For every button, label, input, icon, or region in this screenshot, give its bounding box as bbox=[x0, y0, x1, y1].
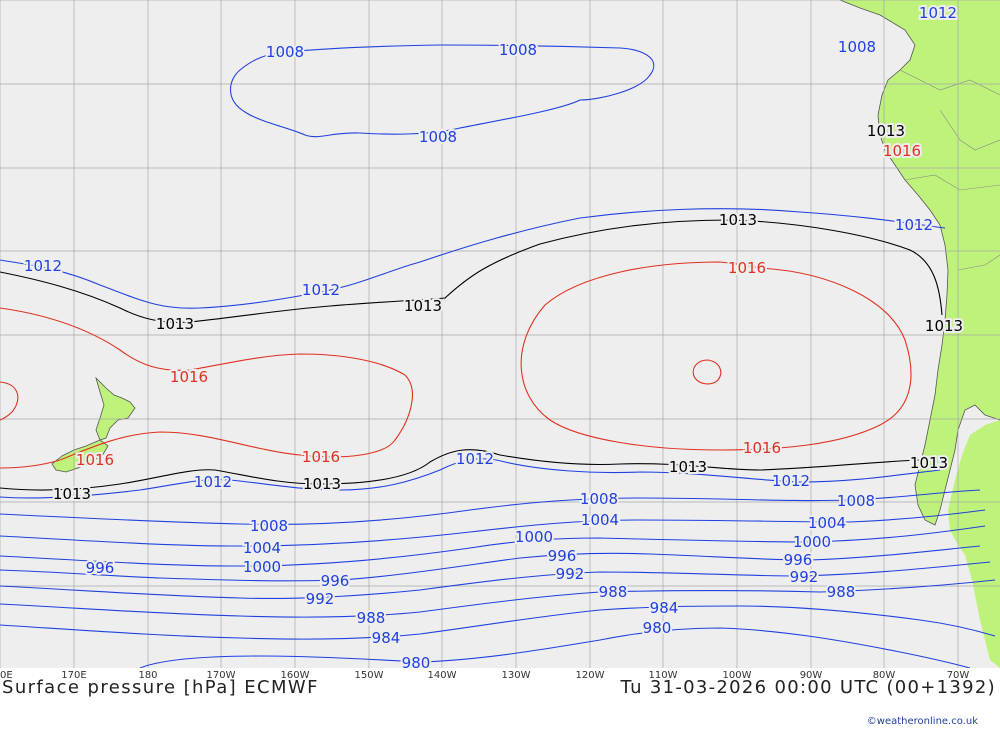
isobar-label-1013: 1013 bbox=[156, 315, 194, 333]
isobar-996 bbox=[0, 545, 981, 582]
longitude-label: 70W bbox=[946, 670, 970, 681]
isobar-label-1013: 1013 bbox=[910, 454, 948, 472]
isobar-label-984: 984 bbox=[650, 599, 679, 617]
map-title: Surface pressure [hPa] ECMWF bbox=[2, 677, 319, 698]
longitude-label: 160W bbox=[280, 670, 310, 681]
isobar-label-1016: 1016 bbox=[743, 439, 781, 457]
coastlines bbox=[51, 0, 1000, 526]
isobar-label-1008: 1008 bbox=[580, 490, 618, 508]
isobar-1013-north bbox=[0, 219, 943, 323]
isobar-1012-north bbox=[0, 208, 946, 309]
isobar-1008-closed bbox=[229, 44, 655, 138]
isobar-label-988: 988 bbox=[599, 583, 628, 601]
isobar-980 bbox=[139, 627, 971, 668]
isobar-label-988: 988 bbox=[827, 583, 856, 601]
land-new-zealand-south bbox=[52, 440, 108, 472]
isobar-1016-edge bbox=[0, 381, 19, 421]
isobar-label-1013: 1013 bbox=[867, 122, 905, 140]
country-border-3 bbox=[957, 254, 1000, 271]
longitude-label: 90W bbox=[799, 670, 823, 681]
coast-new-zealand-south bbox=[51, 439, 109, 473]
country-border-4 bbox=[939, 109, 1000, 151]
isobar-label-1012: 1012 bbox=[302, 281, 340, 299]
isobar-1016-core bbox=[692, 359, 722, 385]
isobar-label-992: 992 bbox=[306, 590, 335, 608]
isobar-1013-south bbox=[0, 449, 921, 491]
pressure-map: 1008 1008 1008 1008 1012 1012 1012 1013 1013 1013… bbox=[0, 0, 1000, 668]
isobar-label-1008: 1008 bbox=[266, 43, 304, 61]
isobar-label-996: 996 bbox=[86, 559, 115, 577]
isobar-label-1016: 1016 bbox=[728, 259, 766, 277]
isobar-992 bbox=[0, 561, 991, 600]
isobar-label-992: 992 bbox=[790, 568, 819, 586]
longitude-label: 160E bbox=[0, 670, 13, 681]
isobar-label-1013: 1013 bbox=[669, 458, 707, 476]
longitude-label: 110W bbox=[648, 670, 678, 681]
isobar-label-996: 996 bbox=[784, 551, 813, 569]
coast-south-america bbox=[839, 0, 1000, 526]
longitude-label: 130W bbox=[501, 670, 531, 681]
isobar-label-1013: 1013 bbox=[53, 485, 91, 503]
isobar-label-1000: 1000 bbox=[243, 558, 281, 576]
isobar-label-1004: 1004 bbox=[808, 514, 846, 532]
isobar-labels: 1008 1008 1008 1008 1012 1012 1012 1013 1013 1013… bbox=[22, 2, 965, 668]
isobar-label-1012: 1012 bbox=[772, 472, 810, 490]
isobar-label-1016: 1016 bbox=[170, 368, 208, 386]
ocean-background bbox=[0, 0, 1000, 668]
isobar-label-988: 988 bbox=[357, 609, 386, 627]
isobar-label-1012: 1012 bbox=[194, 473, 232, 491]
credit-link[interactable]: ©weatheronline.co.uk bbox=[866, 716, 978, 727]
longitude-label: 120W bbox=[575, 670, 605, 681]
isobar-label-1008: 1008 bbox=[499, 41, 537, 59]
isobar-label-1012: 1012 bbox=[24, 257, 62, 275]
isobar-988 bbox=[0, 579, 996, 618]
isobar-label-992: 992 bbox=[556, 565, 585, 583]
isobar-label-1000: 1000 bbox=[793, 533, 831, 551]
longitude-label: 140W bbox=[427, 670, 457, 681]
valid-time: Tu 31-03-2026 00:00 UTC (00+1392) bbox=[620, 677, 996, 698]
isobar-label-1013: 1013 bbox=[925, 317, 963, 335]
isobar-1016-central bbox=[520, 261, 912, 451]
isobar-label-1008: 1008 bbox=[838, 38, 876, 56]
isobar-label-1012: 1012 bbox=[456, 450, 494, 468]
isobar-label-1000: 1000 bbox=[515, 528, 553, 546]
isobar-label-1013: 1013 bbox=[303, 475, 341, 493]
isobar-1008-south bbox=[0, 489, 981, 525]
longitude-label: 150W bbox=[354, 670, 384, 681]
isobar-label-1008: 1008 bbox=[250, 517, 288, 535]
isobar-label-1016: 1016 bbox=[302, 448, 340, 466]
isobar-label-1016: 1016 bbox=[76, 451, 114, 469]
coast-new-zealand-north bbox=[95, 376, 136, 441]
isobar-label-1008: 1008 bbox=[419, 128, 457, 146]
country-border-2 bbox=[904, 174, 1000, 191]
longitude-label: 170W bbox=[206, 670, 236, 681]
isobar-label-996: 996 bbox=[321, 572, 350, 590]
isobar-label-1004: 1004 bbox=[581, 511, 619, 529]
longitude-label: 80W bbox=[872, 670, 896, 681]
isobar-1004 bbox=[0, 509, 986, 547]
longitude-label: 180 bbox=[138, 670, 158, 681]
isobar-984 bbox=[0, 605, 996, 640]
isobar-label-980: 980 bbox=[402, 654, 431, 668]
isobar-label-996: 996 bbox=[548, 547, 577, 565]
isobar-1016-west bbox=[0, 307, 413, 469]
isobar-label-1004: 1004 bbox=[243, 539, 281, 557]
longitude-label: 170E bbox=[61, 670, 87, 681]
isobar-label-1008: 1008 bbox=[837, 492, 875, 510]
land-new-zealand-north bbox=[96, 378, 135, 440]
isobar-label-1016: 1016 bbox=[883, 142, 921, 160]
land-south-america-tip bbox=[948, 420, 1000, 668]
isobar-1012-south bbox=[0, 458, 941, 499]
country-border-1 bbox=[899, 69, 1000, 96]
isobar-1000 bbox=[0, 525, 986, 567]
isobar-label-1013: 1013 bbox=[404, 297, 442, 315]
lat-lon-grid bbox=[0, 0, 1000, 668]
isobar-label-980: 980 bbox=[643, 619, 672, 637]
isobar-label-1012: 1012 bbox=[895, 216, 933, 234]
isobars bbox=[0, 44, 996, 668]
longitude-label: 100W bbox=[722, 670, 752, 681]
isobar-label-1012: 1012 bbox=[919, 4, 957, 22]
isobar-label-984: 984 bbox=[372, 629, 401, 647]
isobar-label-1013: 1013 bbox=[719, 211, 757, 229]
